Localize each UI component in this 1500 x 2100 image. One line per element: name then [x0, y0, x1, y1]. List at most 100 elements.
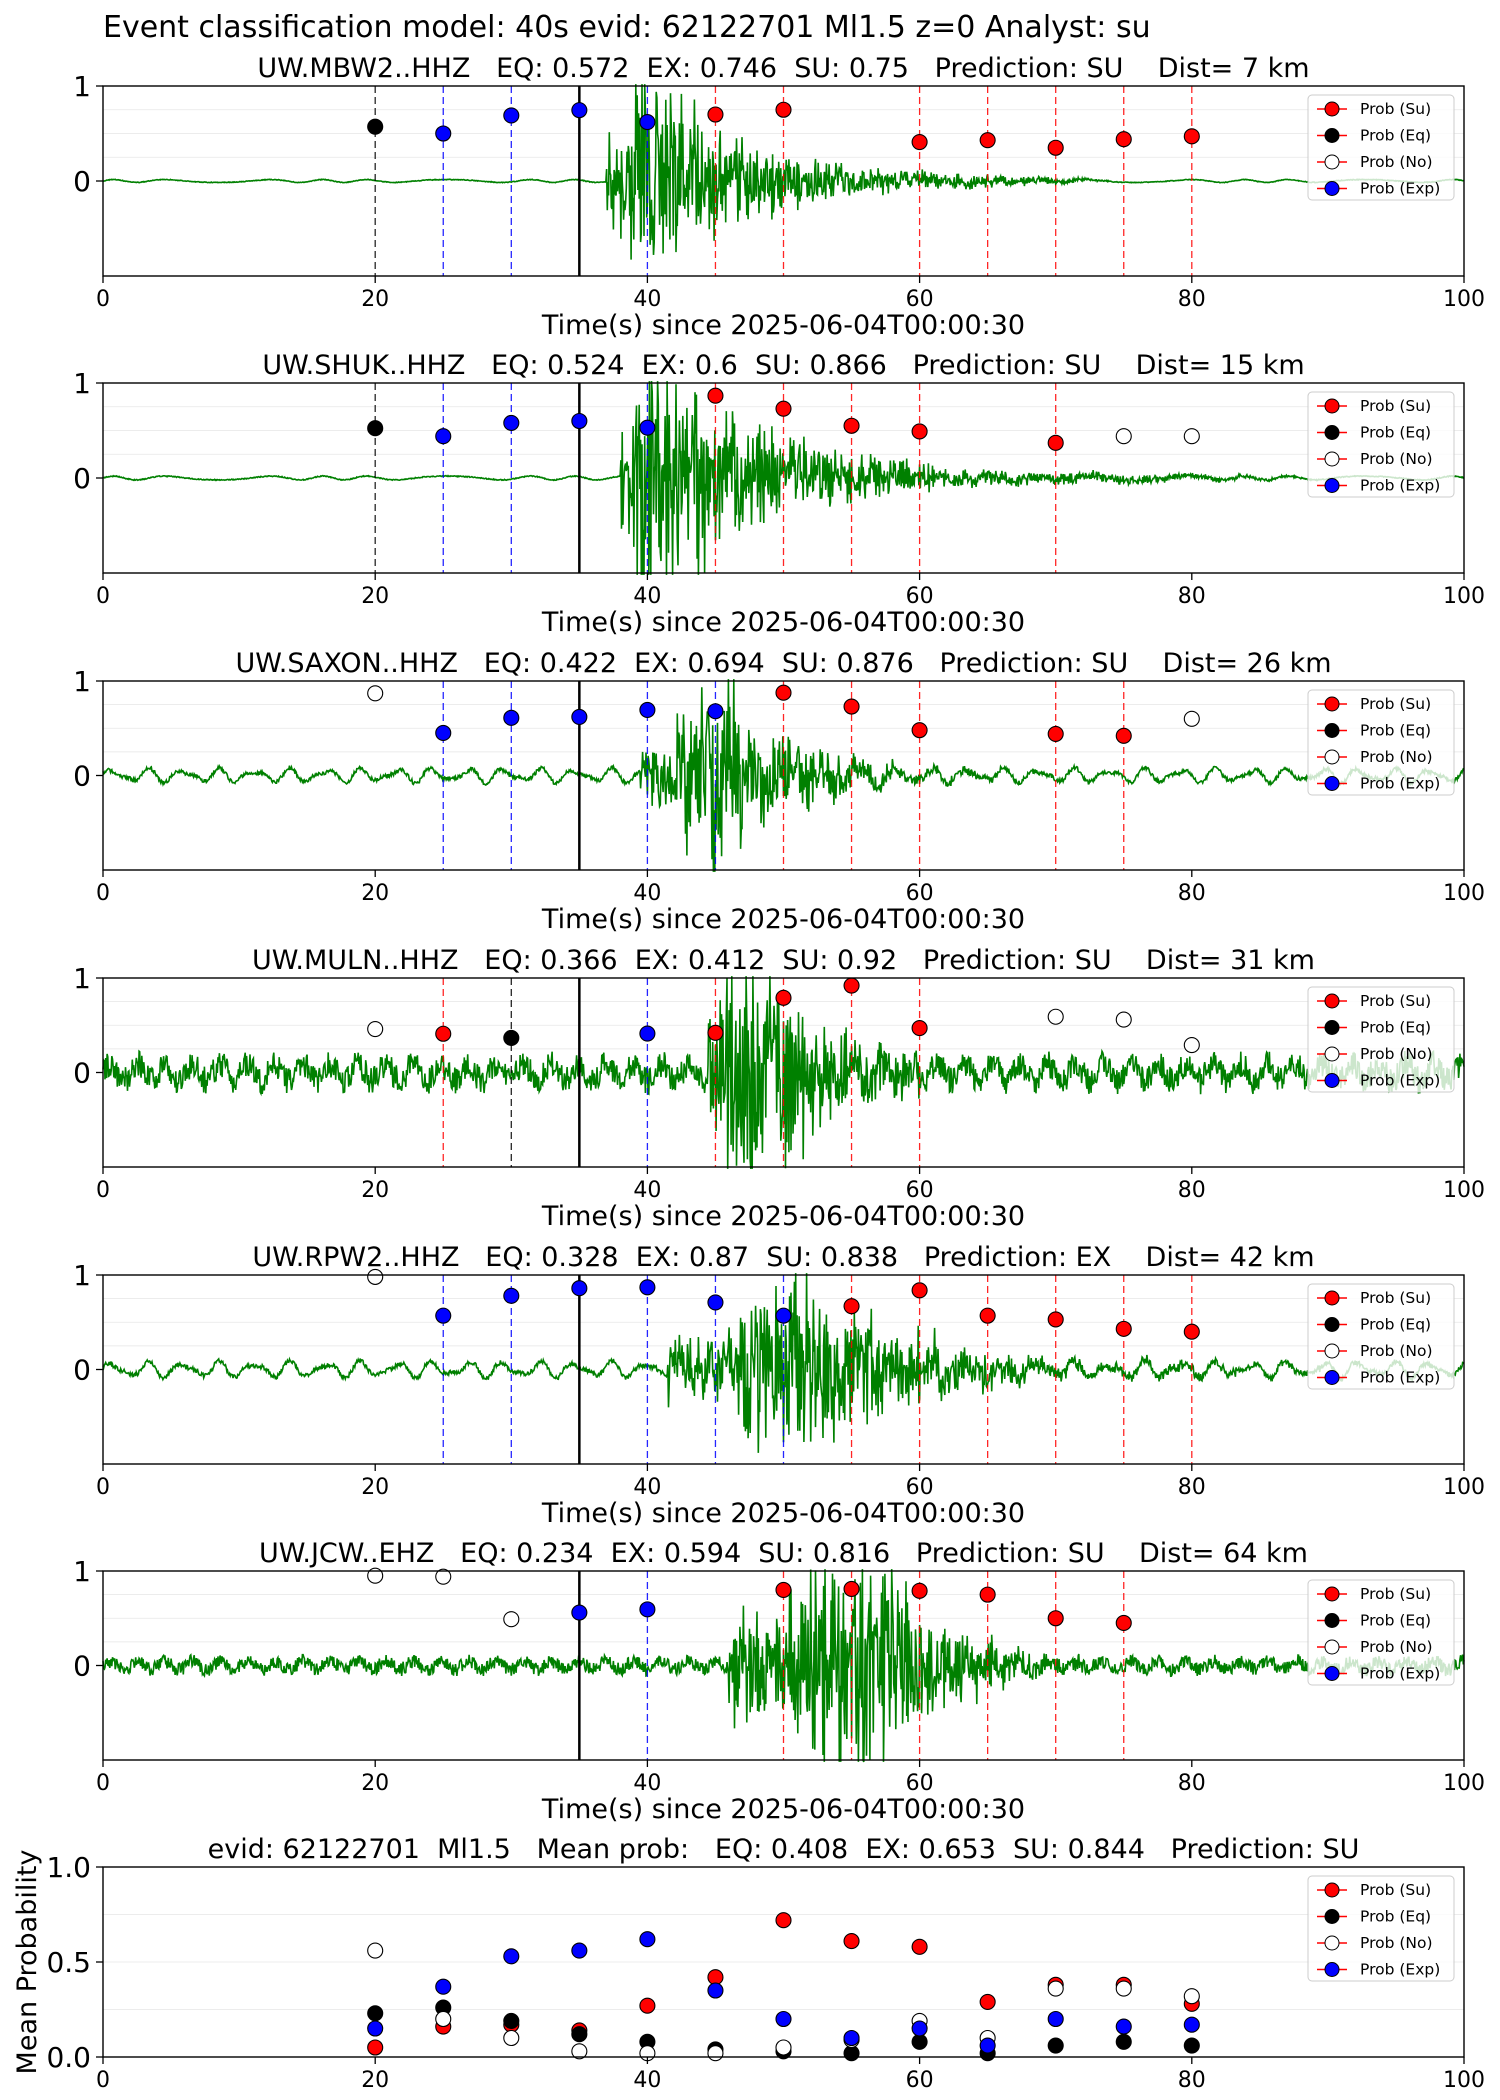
prob-point-no [1183, 1037, 1200, 1054]
prob-point-exp [571, 1942, 588, 1959]
x-tick-label: 80 [1178, 881, 1206, 906]
y-tick-label: 1 [73, 1555, 91, 1588]
y-tick-label: 1 [73, 70, 91, 103]
prob-point-eq [911, 2033, 928, 2050]
x-tick-label: 20 [361, 1475, 389, 1500]
y-tick-label: 0.5 [46, 1946, 91, 1979]
prob-point-exp [707, 1982, 724, 1999]
legend-marker [1324, 749, 1340, 765]
prob-point-su [911, 1938, 928, 1955]
prob-point-no [707, 2045, 724, 2062]
legend-marker [1324, 1909, 1340, 1924]
prob-point-exp [571, 1280, 588, 1297]
prob-point-exp [435, 428, 452, 445]
legend-label: Prob (Eq) [1360, 1612, 1431, 1630]
y-tick-label: 0 [73, 1057, 91, 1090]
prob-point-su [911, 1282, 928, 1299]
prob-point-no [1047, 1008, 1064, 1025]
legend-marker [1324, 154, 1340, 170]
legend-box [1307, 689, 1455, 796]
legend-box [1307, 1875, 1455, 1982]
prob-point-no [1115, 428, 1132, 445]
x-axis-label: Time(s) since 2025-06-04T00:00:30 [541, 1498, 1025, 1529]
prob-point-su [911, 134, 928, 151]
x-tick-label: 20 [361, 1771, 389, 1796]
legend-marker [1324, 993, 1340, 1009]
prob-point-eq [1183, 2037, 1200, 2054]
prob-point-su [1047, 434, 1064, 451]
x-tick-label: 100 [1443, 584, 1485, 609]
prob-point-su [979, 1586, 996, 1603]
x-tick-label: 0 [96, 584, 110, 609]
waveform-trace [102, 976, 1465, 1169]
x-tick-label: 40 [633, 2068, 661, 2093]
legend-marker [1324, 1586, 1340, 1602]
panel-3: UW.SAXON..HHZ EQ: 0.422 EX: 0.694 SU: 0.… [73, 648, 1485, 935]
prob-point-no [1047, 1980, 1064, 1997]
y-tick-label: 0 [73, 1650, 91, 1683]
prob-point-su [367, 2039, 384, 2056]
legend-label: Prob (Eq) [1360, 1908, 1431, 1926]
prob-point-exp [979, 2037, 996, 2054]
legend-label: Prob (Eq) [1360, 127, 1431, 145]
prob-point-su [775, 400, 792, 417]
prob-point-exp [367, 2020, 384, 2037]
prob-point-exp [1047, 2010, 1064, 2028]
panel-4: UW.MULN..HHZ EQ: 0.366 EX: 0.412 SU: 0.9… [73, 945, 1485, 1232]
legend-marker [1324, 1020, 1340, 1035]
prob-point-su [911, 1020, 928, 1037]
x-tick-label: 20 [361, 1178, 389, 1203]
legend-box [1307, 391, 1455, 498]
prob-point-exp [571, 708, 588, 725]
prob-point-su [843, 977, 860, 994]
prob-point-exp [1115, 2018, 1132, 2035]
prob-point-eq [367, 2005, 384, 2022]
legend-marker [1324, 1073, 1340, 1088]
prob-point-no [367, 1567, 384, 1584]
prob-point-eq [367, 118, 384, 135]
prob-point-exp [503, 414, 520, 431]
prob-point-exp [639, 701, 656, 718]
prob-point-exp [775, 1307, 792, 1324]
prob-point-su [1115, 727, 1132, 744]
prob-point-eq [1115, 2033, 1132, 2050]
prob-point-su [1047, 725, 1064, 742]
y-tick-label: 1 [73, 962, 91, 995]
prob-point-su [1115, 1614, 1132, 1632]
prob-point-su [843, 1580, 860, 1598]
y-tick-label: 0 [73, 1354, 91, 1387]
x-tick-label: 40 [633, 584, 661, 609]
legend-label: Prob (Eq) [1360, 1019, 1431, 1037]
prob-point-exp [435, 1978, 452, 1995]
prob-point-su [1115, 131, 1132, 148]
legend-marker [1324, 1317, 1340, 1332]
prob-point-su [1115, 1320, 1132, 1337]
legend-label: Prob (Exp) [1360, 1072, 1440, 1090]
prob-point-su [707, 1024, 724, 1041]
panel-6: UW.JCW..EHZ EQ: 0.234 EX: 0.594 SU: 0.81… [73, 1538, 1485, 1825]
panel-title: UW.MBW2..HHZ EQ: 0.572 EX: 0.746 SU: 0.7… [257, 53, 1309, 84]
x-tick-label: 80 [1178, 1178, 1206, 1203]
prob-point-exp [911, 2020, 928, 2037]
panel-title: UW.MULN..HHZ EQ: 0.366 EX: 0.412 SU: 0.9… [252, 945, 1315, 976]
legend-label: Prob (Su) [1360, 992, 1431, 1010]
prob-point-su [1047, 1311, 1064, 1328]
legend-marker [1324, 696, 1340, 712]
legend-label: Prob (No) [1360, 1045, 1433, 1063]
legend-label: Prob (Su) [1360, 1881, 1431, 1899]
figure-suptitle: Event classification model: 40s evid: 62… [103, 10, 1151, 45]
prob-point-exp [707, 703, 724, 720]
prob-point-no [1115, 1980, 1132, 1997]
y-tick-label: 0 [73, 760, 91, 793]
prob-point-no [1183, 428, 1200, 445]
legend-label: Prob (Su) [1360, 100, 1431, 118]
prob-point-no [435, 2010, 452, 2028]
x-tick-label: 80 [1178, 287, 1206, 312]
legend-label: Prob (Su) [1360, 1289, 1431, 1307]
prob-point-no [503, 1611, 520, 1628]
legend-label: Prob (Exp) [1360, 180, 1440, 198]
legend-marker [1324, 425, 1340, 440]
prob-point-exp [571, 1604, 588, 1621]
prob-point-su [843, 698, 860, 715]
legend-label: Prob (No) [1360, 1342, 1433, 1360]
